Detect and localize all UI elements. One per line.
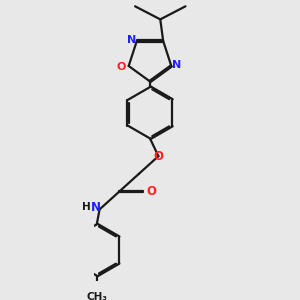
Text: O: O	[117, 62, 126, 72]
Text: O: O	[147, 185, 157, 198]
Text: H: H	[82, 202, 91, 212]
Text: N: N	[127, 35, 136, 45]
Text: O: O	[153, 150, 164, 163]
Text: CH₃: CH₃	[86, 292, 107, 300]
Text: N: N	[172, 60, 182, 70]
Text: N: N	[91, 201, 101, 214]
